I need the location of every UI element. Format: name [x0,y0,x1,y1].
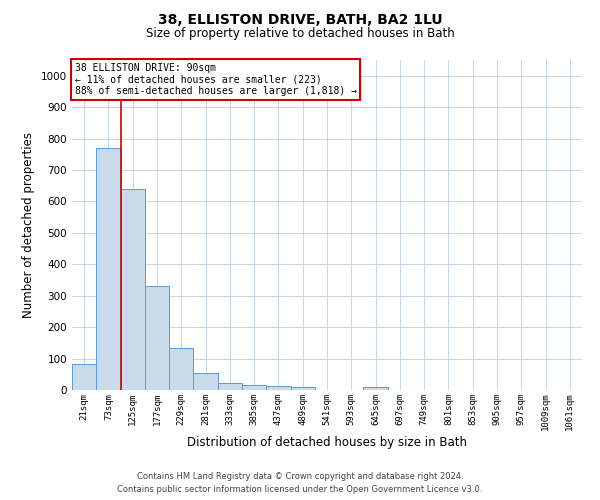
Text: Contains HM Land Registry data © Crown copyright and database right 2024.: Contains HM Land Registry data © Crown c… [137,472,463,481]
Bar [242,384,266,390]
Bar [121,189,145,390]
Text: Contains public sector information licensed under the Open Government Licence v3: Contains public sector information licen… [118,484,482,494]
Bar [364,387,388,390]
Bar [218,383,242,390]
Bar [266,386,290,390]
Bar [290,388,315,390]
Text: 38 ELLISTON DRIVE: 90sqm
← 11% of detached houses are smaller (223)
88% of semi-: 38 ELLISTON DRIVE: 90sqm ← 11% of detach… [74,64,356,96]
Bar [96,148,121,390]
Text: Size of property relative to detached houses in Bath: Size of property relative to detached ho… [146,28,454,40]
Y-axis label: Number of detached properties: Number of detached properties [22,132,35,318]
X-axis label: Distribution of detached houses by size in Bath: Distribution of detached houses by size … [187,436,467,449]
Bar [193,372,218,390]
Bar [145,286,169,390]
Bar [72,364,96,390]
Bar [169,348,193,390]
Text: 38, ELLISTON DRIVE, BATH, BA2 1LU: 38, ELLISTON DRIVE, BATH, BA2 1LU [158,12,442,26]
